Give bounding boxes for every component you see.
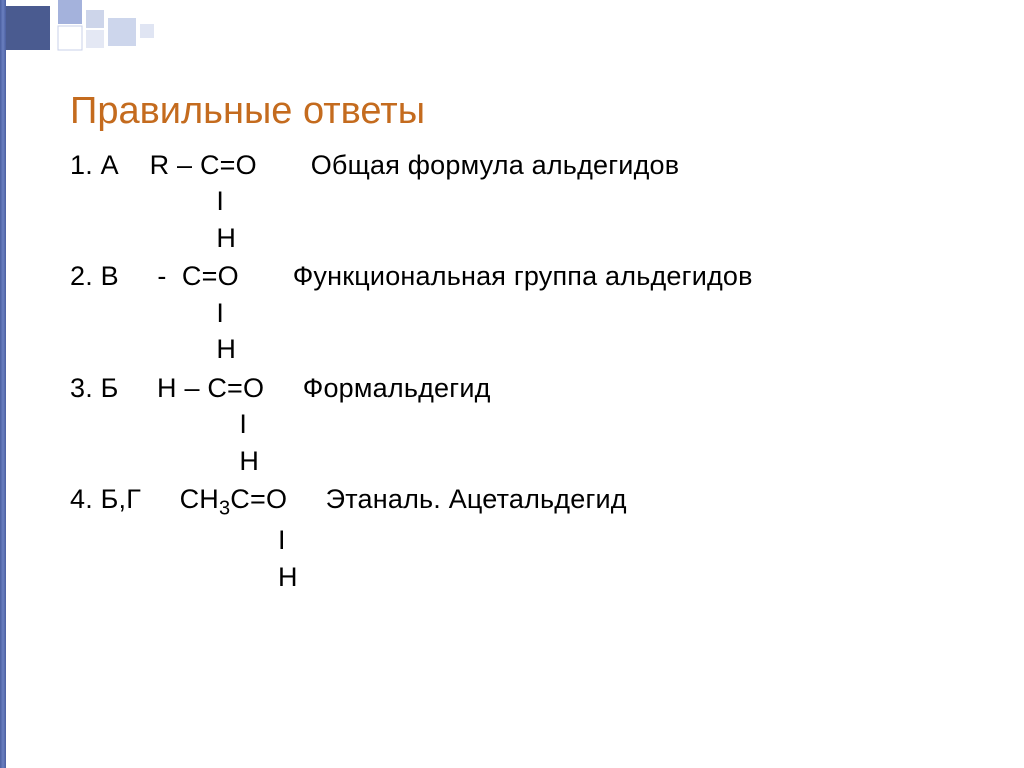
- left-accent-bar: [0, 0, 6, 768]
- answer-1-line-1: 1. А R – C=O Общая формула альдегидов: [70, 147, 950, 183]
- answer-3-line-2: I: [70, 406, 950, 442]
- answer-2: 2. В - C=O Функциональная группа альдеги…: [70, 258, 950, 367]
- answer-2-line-1: 2. В - C=O Функциональная группа альдеги…: [70, 258, 950, 294]
- slide-title: Правильные ответы: [70, 90, 950, 133]
- answer-4-suffix: C=O Этаналь. Ацетальдегид: [230, 484, 626, 514]
- answer-4: 4. Б,Г CH3C=O Этаналь. Ацетальдегид I H: [70, 481, 950, 595]
- answer-4-line-2: I: [70, 522, 950, 558]
- answer-3-line-1: 3. Б H – C=O Формальдегид: [70, 370, 950, 406]
- answer-4-prefix: 4. Б,Г CH: [70, 484, 219, 514]
- answer-1: 1. А R – C=O Общая формула альдегидов I …: [70, 147, 950, 256]
- answer-4-line-1: 4. Б,Г CH3C=O Этаналь. Ацетальдегид: [70, 481, 950, 522]
- answer-1-line-2: I: [70, 183, 950, 219]
- answer-3: 3. Б H – C=O Формальдегид I H: [70, 370, 950, 479]
- slide-content: Правильные ответы 1. А R – C=O Общая фор…: [70, 90, 950, 597]
- answer-4-line-3: H: [70, 559, 950, 595]
- answer-2-line-3: H: [70, 331, 950, 367]
- subscript-3: 3: [219, 497, 230, 519]
- answer-2-line-2: I: [70, 295, 950, 331]
- answer-3-line-3: H: [70, 443, 950, 479]
- corner-decoration: [0, 0, 220, 52]
- answer-1-line-3: H: [70, 220, 950, 256]
